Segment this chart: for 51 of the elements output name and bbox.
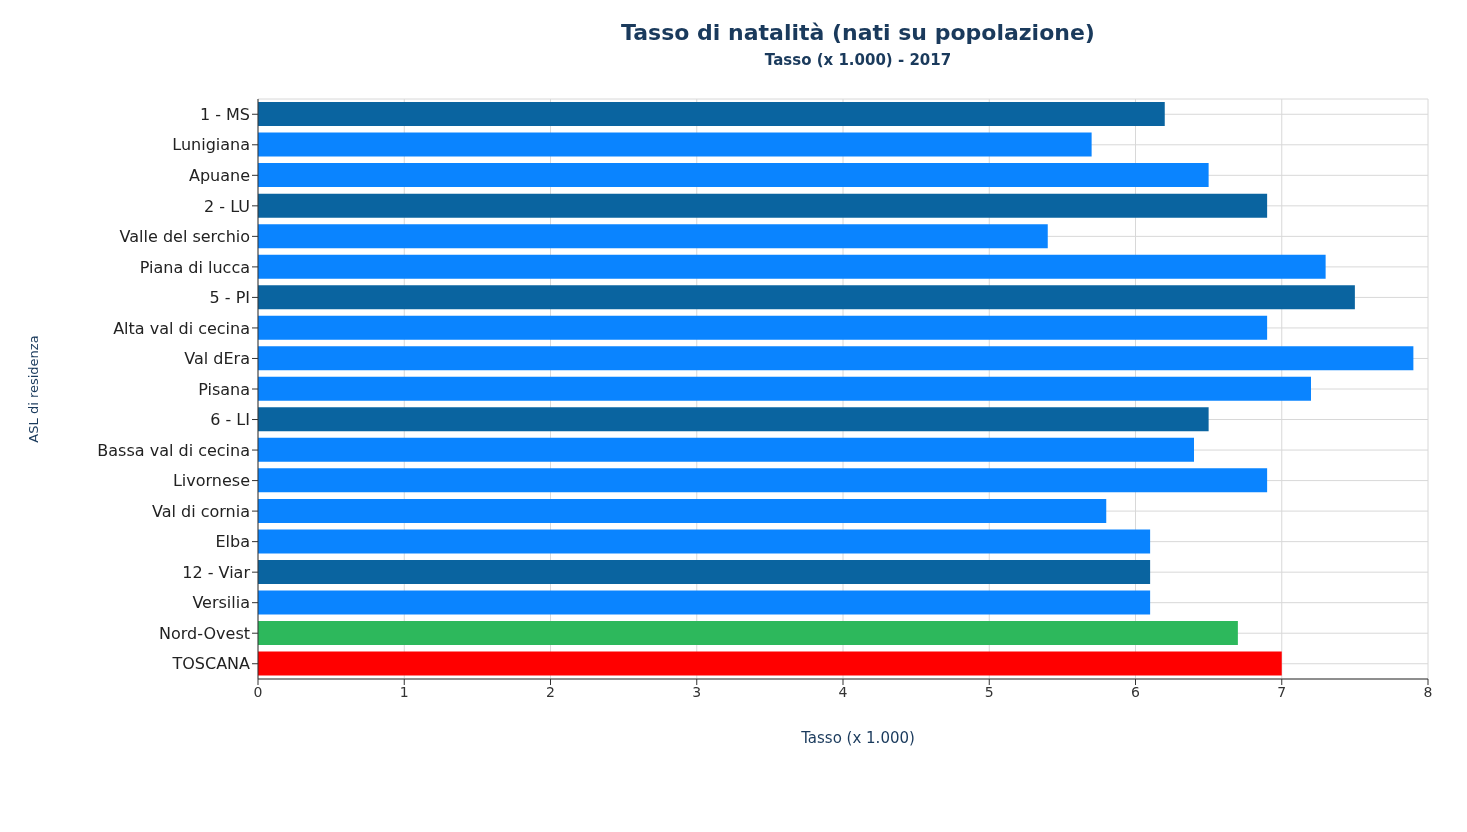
y-tick-label: Versilia <box>192 593 250 613</box>
bar <box>258 651 1282 676</box>
y-tick-label: Alta val di cecina <box>113 318 250 338</box>
y-tick-label: Elba <box>215 532 250 552</box>
y-tick-label: Valle del serchio <box>119 227 250 247</box>
chart-title: Tasso di natalità (nati su popolazione) <box>620 20 1096 45</box>
bar <box>258 132 1092 157</box>
y-tick-label: Pisana <box>198 379 250 399</box>
y-tick-label: 2 - LU <box>204 196 250 216</box>
bar <box>258 285 1355 310</box>
bar <box>258 315 1268 340</box>
x-tick-label: 7 <box>1277 683 1287 700</box>
y-axis-title: ASL di residenza <box>25 335 41 443</box>
x-tick-label: 3 <box>692 683 702 700</box>
bar <box>258 193 1268 218</box>
bar <box>258 224 1048 249</box>
x-tick-label: 4 <box>838 683 848 700</box>
y-tick-label: Bassa val di cecina <box>97 440 250 460</box>
bar <box>258 102 1165 127</box>
y-tick-label: 6 - LI <box>210 410 250 430</box>
y-tick-label: Nord-Ovest <box>159 623 250 643</box>
x-tick-label: 6 <box>1131 683 1141 700</box>
x-axis-title: Tasso (x 1.000) <box>800 729 916 747</box>
bar <box>258 498 1107 523</box>
bar <box>258 621 1238 645</box>
y-tick-label: Lunigiana <box>172 135 250 155</box>
y-tick-label: 1 - MS <box>199 104 250 124</box>
y-tick-label: Val dEra <box>184 349 250 369</box>
x-tick-label: 8 <box>1423 683 1433 700</box>
y-tick-label: 5 - PI <box>209 288 250 308</box>
bar <box>258 254 1326 279</box>
y-tick-label: 12 - Viar <box>182 562 251 582</box>
bar <box>258 437 1194 462</box>
y-tick-label: Piana di lucca <box>139 257 250 277</box>
bar <box>258 468 1268 493</box>
y-tick-label: TOSCANA <box>171 654 251 674</box>
x-tick-label: 1 <box>399 683 409 700</box>
bar <box>258 529 1151 554</box>
y-tick-label: Val di cornia <box>152 501 250 521</box>
bar <box>258 376 1311 401</box>
x-tick-label: 2 <box>546 683 555 700</box>
bar <box>258 559 1151 584</box>
chart-subtitle: Tasso (x 1.000) - 2017 <box>763 51 953 69</box>
bar <box>258 590 1151 615</box>
bar <box>258 163 1209 188</box>
bar <box>258 407 1209 432</box>
y-tick-label: Apuane <box>188 166 250 185</box>
x-tick-label: 5 <box>984 683 994 700</box>
bar <box>258 346 1414 371</box>
x-tick-label: 0 <box>253 683 263 700</box>
y-tick-label: Livornese <box>172 471 250 491</box>
